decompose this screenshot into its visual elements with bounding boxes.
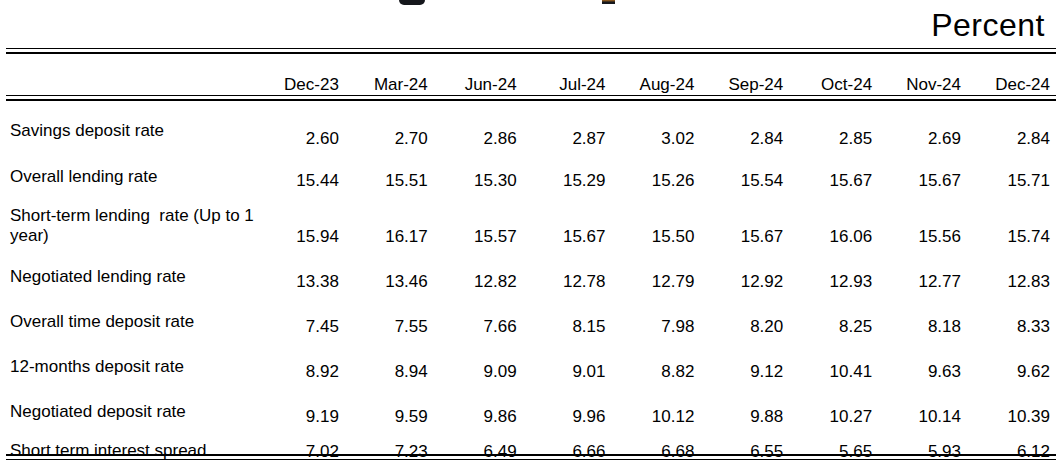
cell-value: 5.93 xyxy=(884,434,973,468)
row-label: Overall time deposit rate xyxy=(0,299,262,344)
cell-value: 16.17 xyxy=(351,198,440,254)
cell-value: 12.82 xyxy=(440,254,529,299)
table-row: Negotiated lending rate 13.38 13.46 12.8… xyxy=(0,254,1062,299)
cell-value: 15.67 xyxy=(706,198,795,254)
cell-value: 10.27 xyxy=(795,389,884,434)
cell-value: 8.18 xyxy=(884,299,973,344)
cell-value: 2.86 xyxy=(440,106,529,156)
cell-value: 9.62 xyxy=(973,344,1062,389)
cell-value: 15.56 xyxy=(884,198,973,254)
cell-value: 15.67 xyxy=(529,198,618,254)
cell-value: 2.69 xyxy=(884,106,973,156)
table-row: Overall lending rate 15.44 15.51 15.30 1… xyxy=(0,156,1062,198)
cell-value: 9.88 xyxy=(706,389,795,434)
cell-value: 8.33 xyxy=(973,299,1062,344)
cell-value: 15.67 xyxy=(795,156,884,198)
cell-value: 15.30 xyxy=(440,156,529,198)
cell-value: 9.09 xyxy=(440,344,529,389)
cell-value: 9.86 xyxy=(440,389,529,434)
row-label: Short-term lending rate (Up to 1 year) xyxy=(0,198,262,254)
cell-value: 2.70 xyxy=(351,106,440,156)
top-rule xyxy=(6,48,1056,54)
cut-off-title-descender-icon xyxy=(399,0,425,5)
cell-value: 8.94 xyxy=(351,344,440,389)
cell-value: 12.78 xyxy=(529,254,618,299)
row-label: Negotiated lending rate xyxy=(0,254,262,299)
cell-value: 9.12 xyxy=(706,344,795,389)
cell-value: 2.60 xyxy=(262,106,351,156)
cell-value: 7.02 xyxy=(262,434,351,468)
cell-value: 2.85 xyxy=(795,106,884,156)
cell-value: 15.29 xyxy=(529,156,618,198)
table-row: Short-term lending rate (Up to 1 year) 1… xyxy=(0,198,1062,254)
cell-value: 6.49 xyxy=(440,434,529,468)
cell-value: 15.57 xyxy=(440,198,529,254)
cell-value: 5.65 xyxy=(795,434,884,468)
cell-value: 7.45 xyxy=(262,299,351,344)
cell-value: 12.92 xyxy=(706,254,795,299)
cell-value: 12.79 xyxy=(618,254,707,299)
cell-value: 7.55 xyxy=(351,299,440,344)
row-label: Overall lending rate xyxy=(0,156,262,198)
table-row: Overall time deposit rate 7.45 7.55 7.66… xyxy=(0,299,1062,344)
table-row: 12-months deposit rate 8.92 8.94 9.09 9.… xyxy=(0,344,1062,389)
cell-value: 12.83 xyxy=(973,254,1062,299)
cell-value: 9.96 xyxy=(529,389,618,434)
cell-value: 3.02 xyxy=(618,106,707,156)
cell-value: 6.12 xyxy=(973,434,1062,468)
cell-value: 15.54 xyxy=(706,156,795,198)
cell-value: 6.68 xyxy=(618,434,707,468)
row-label: Savings deposit rate xyxy=(0,106,262,156)
cell-value: 15.71 xyxy=(973,156,1062,198)
cell-value: 15.44 xyxy=(262,156,351,198)
unit-label: Percent xyxy=(931,6,1045,44)
cell-value: 10.12 xyxy=(618,389,707,434)
bottom-rule xyxy=(6,454,1056,460)
cell-value: 2.84 xyxy=(706,106,795,156)
cut-off-title-descender-icon xyxy=(602,0,615,4)
cell-value: 10.41 xyxy=(795,344,884,389)
cell-value: 12.93 xyxy=(795,254,884,299)
cell-value: 8.15 xyxy=(529,299,618,344)
cell-value: 9.59 xyxy=(351,389,440,434)
cell-value: 8.20 xyxy=(706,299,795,344)
cell-value: 10.39 xyxy=(973,389,1062,434)
cell-value: 8.82 xyxy=(618,344,707,389)
cell-value: 2.87 xyxy=(529,106,618,156)
interest-rates-report-page: Percent Dec-23 Mar-24 Jun-24 Jul-24 Aug-… xyxy=(0,0,1062,471)
row-label: Negotiated deposit rate xyxy=(0,389,262,434)
cell-value: 2.84 xyxy=(973,106,1062,156)
cell-value: 16.06 xyxy=(795,198,884,254)
cell-value: 12.77 xyxy=(884,254,973,299)
cell-value: 10.14 xyxy=(884,389,973,434)
cell-value: 8.25 xyxy=(795,299,884,344)
cell-value: 9.19 xyxy=(262,389,351,434)
cell-value: 15.26 xyxy=(618,156,707,198)
row-label: Short term interest spread xyxy=(0,434,262,468)
cell-value: 7.23 xyxy=(351,434,440,468)
table-row: Negotiated deposit rate 9.19 9.59 9.86 9… xyxy=(0,389,1062,434)
cell-value: 15.94 xyxy=(262,198,351,254)
cell-value: 9.63 xyxy=(884,344,973,389)
table-row: Short term interest spread 7.02 7.23 6.4… xyxy=(0,434,1062,468)
cell-value: 6.55 xyxy=(706,434,795,468)
cell-value: 13.46 xyxy=(351,254,440,299)
cell-value: 15.51 xyxy=(351,156,440,198)
cell-value: 15.50 xyxy=(618,198,707,254)
cell-value: 8.92 xyxy=(262,344,351,389)
header-rule xyxy=(6,95,1056,101)
cell-value: 9.01 xyxy=(529,344,618,389)
cell-value: 13.38 xyxy=(262,254,351,299)
cell-value: 15.74 xyxy=(973,198,1062,254)
cell-value: 15.67 xyxy=(884,156,973,198)
cell-value: 6.66 xyxy=(529,434,618,468)
cell-value: 7.98 xyxy=(618,299,707,344)
interest-rates-table: Dec-23 Mar-24 Jun-24 Jul-24 Aug-24 Sep-2… xyxy=(0,54,1062,468)
row-label: 12-months deposit rate xyxy=(0,344,262,389)
cell-value: 7.66 xyxy=(440,299,529,344)
table-row: Savings deposit rate 2.60 2.70 2.86 2.87… xyxy=(0,106,1062,156)
